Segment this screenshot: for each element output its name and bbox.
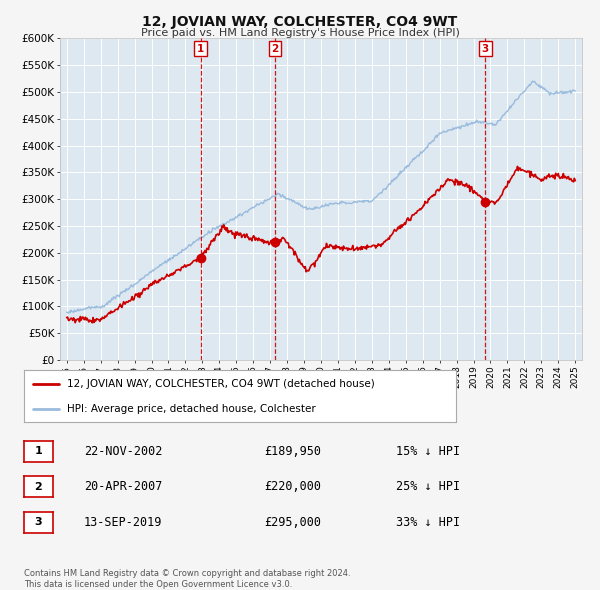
Text: Price paid vs. HM Land Registry's House Price Index (HPI): Price paid vs. HM Land Registry's House … xyxy=(140,28,460,38)
Text: HPI: Average price, detached house, Colchester: HPI: Average price, detached house, Colc… xyxy=(67,404,316,414)
Text: £220,000: £220,000 xyxy=(264,480,321,493)
Text: 22-NOV-2002: 22-NOV-2002 xyxy=(84,445,163,458)
Text: 12, JOVIAN WAY, COLCHESTER, CO4 9WT: 12, JOVIAN WAY, COLCHESTER, CO4 9WT xyxy=(142,15,458,29)
Text: 2: 2 xyxy=(272,44,279,54)
Text: 20-APR-2007: 20-APR-2007 xyxy=(84,480,163,493)
Text: £295,000: £295,000 xyxy=(264,516,321,529)
Text: 2: 2 xyxy=(35,482,42,491)
Text: 33% ↓ HPI: 33% ↓ HPI xyxy=(396,516,460,529)
Text: £189,950: £189,950 xyxy=(264,445,321,458)
Text: 3: 3 xyxy=(482,44,489,54)
Text: 1: 1 xyxy=(35,447,42,456)
Text: 12, JOVIAN WAY, COLCHESTER, CO4 9WT (detached house): 12, JOVIAN WAY, COLCHESTER, CO4 9WT (det… xyxy=(67,379,375,389)
Text: 1: 1 xyxy=(197,44,204,54)
Text: 25% ↓ HPI: 25% ↓ HPI xyxy=(396,480,460,493)
Text: 13-SEP-2019: 13-SEP-2019 xyxy=(84,516,163,529)
Text: Contains HM Land Registry data © Crown copyright and database right 2024.
This d: Contains HM Land Registry data © Crown c… xyxy=(24,569,350,589)
Text: 15% ↓ HPI: 15% ↓ HPI xyxy=(396,445,460,458)
Text: 3: 3 xyxy=(35,517,42,527)
